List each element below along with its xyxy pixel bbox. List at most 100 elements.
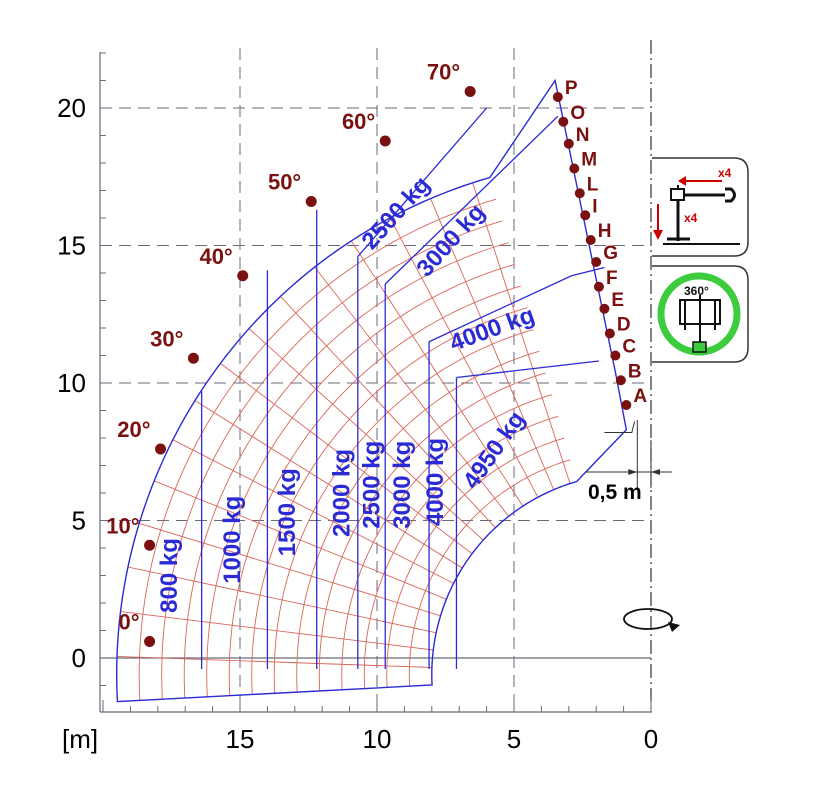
extension-label: M <box>581 150 597 171</box>
extension-marker-dot <box>615 375 626 386</box>
fan-arc-line <box>296 347 551 698</box>
extension-marker-dot <box>599 303 610 314</box>
rotation-360-icon: 360° <box>657 272 741 356</box>
fan-arc-line <box>138 194 513 702</box>
x-tick-label: 0 <box>644 724 658 754</box>
load-zone-label: 4000 kg <box>422 438 449 526</box>
load-zone-boundary-slant <box>357 107 488 257</box>
dimension-arrow <box>651 469 660 475</box>
extension-label: F <box>606 268 618 289</box>
angle-label: 60° <box>342 109 375 134</box>
angle-label: 30° <box>150 326 183 351</box>
angle-marker-dot <box>155 443 167 455</box>
angle-label: 40° <box>199 244 232 269</box>
outrigger-icon: x4 x4 <box>653 166 740 245</box>
load-zone-label: 2000 kg <box>329 449 356 537</box>
extension-marker-dot <box>621 400 632 410</box>
fan-arc-line <box>363 413 568 694</box>
y-tick-label: 10 <box>57 368 86 398</box>
outrigger-x4-horizontal: x4 <box>718 166 732 180</box>
angle-marker-dot <box>237 270 249 282</box>
extension-label: D <box>617 315 631 336</box>
working-envelope <box>115 78 636 703</box>
extension-label: A <box>633 386 647 407</box>
extension-label: I <box>592 196 597 217</box>
extension-marker-dot <box>591 257 602 267</box>
load-zone-boundary-slant <box>571 266 605 277</box>
angle-label: 70° <box>427 60 460 85</box>
fork-tip-bracket <box>604 421 636 433</box>
outrigger-x4-vertical: x4 <box>684 211 698 225</box>
load-zone-label: 2500 kg <box>359 441 386 529</box>
angle-marker-dot <box>379 135 391 147</box>
extension-marker-dot <box>604 328 615 339</box>
load-zone-label: 4000 kg <box>446 301 538 356</box>
angle-marker-dot <box>464 86 476 97</box>
y-tick-label: 5 <box>72 506 86 536</box>
load-zone-label: 1000 kg <box>219 496 246 584</box>
fan-arc-line <box>273 325 546 700</box>
extension-label: L <box>587 174 599 195</box>
fan-arc-line <box>318 369 557 697</box>
fan-arc-line <box>431 479 577 689</box>
fan-arc-line <box>228 282 535 702</box>
load-zone-label: 2500 kg <box>357 171 436 255</box>
rotation-360-icon-panel: 360° <box>652 265 749 363</box>
angle-marker-dot <box>305 196 317 207</box>
extension-marker-dot <box>580 210 591 221</box>
extension-marker-dot <box>563 138 574 149</box>
load-zone-label: 3000 kg <box>411 199 490 283</box>
chart-marks <box>144 86 672 647</box>
extension-label: N <box>576 125 590 146</box>
fan-arc-line <box>386 435 573 692</box>
load-zone-label: 1500 kg <box>274 468 301 556</box>
extension-label: P <box>565 78 578 99</box>
angle-marker-dot <box>144 539 156 551</box>
rotation-360-label: 360° <box>684 284 709 298</box>
angle-label: 20° <box>117 417 150 442</box>
chart-grid <box>99 40 652 713</box>
y-tick-label: 20 <box>57 93 86 123</box>
outrigger-icon-panel: x4 x4 <box>652 157 749 257</box>
extension-marker-dot <box>593 281 604 292</box>
fan-arc-line <box>251 303 540 702</box>
extension-marker-dot <box>552 92 563 102</box>
extension-label: G <box>603 243 618 264</box>
y-tick-label: 15 <box>57 231 86 261</box>
x-axis-unit-label: [m] <box>62 724 98 754</box>
y-tick-label: 0 <box>72 643 86 673</box>
extension-marker-dot <box>558 116 569 127</box>
extension-marker-dot <box>574 188 585 199</box>
fan-arc-line <box>161 216 519 702</box>
load-zone-label: 3000 kg <box>389 441 416 529</box>
x-tick-label: 10 <box>363 724 392 754</box>
x-tick-label: 15 <box>226 724 255 754</box>
angle-label: 10° <box>106 513 139 538</box>
dimension-label: 0,5 m <box>588 481 642 504</box>
angle-marker-dot <box>144 636 156 647</box>
angle-label: 0° <box>119 610 140 635</box>
working-envelope-outline <box>115 78 628 703</box>
load-zone-boundary-slant <box>456 360 600 379</box>
extension-label: O <box>570 103 585 124</box>
load-zone-label: 4950 kg <box>458 406 531 494</box>
angle-marker-dot <box>187 352 199 364</box>
fan-arc-line <box>408 457 577 691</box>
fan-arc-line <box>183 238 524 702</box>
load-zone-boundary-slant <box>428 275 572 343</box>
extension-marker-dot <box>569 163 580 174</box>
extension-label: E <box>611 290 624 311</box>
fan-arc-line <box>341 391 562 695</box>
dimension-arrow <box>628 469 638 475</box>
load-zone-label: 800 kg <box>156 538 183 613</box>
extension-label: H <box>598 221 612 242</box>
extension-label: C <box>622 337 636 358</box>
angle-label: 50° <box>268 170 301 195</box>
fan-arc-line <box>206 260 530 702</box>
slew-rotation-icon <box>623 608 680 632</box>
extension-label: B <box>628 361 642 382</box>
x-tick-label: 5 <box>507 724 521 754</box>
extension-marker-dot <box>610 350 621 361</box>
